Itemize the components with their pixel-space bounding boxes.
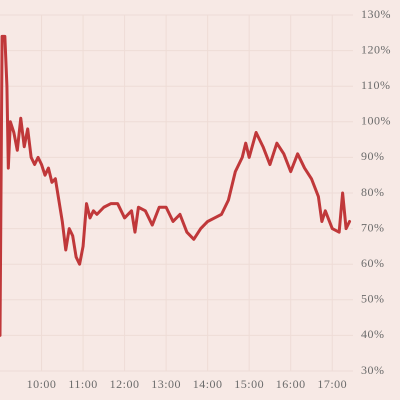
y-tick-label: 90% bbox=[361, 149, 385, 163]
x-tick-label: 17:00 bbox=[317, 377, 347, 391]
x-tick-label: 13:00 bbox=[151, 377, 181, 391]
y-tick-label: 60% bbox=[361, 256, 385, 270]
x-tick-label: 14:00 bbox=[193, 377, 223, 391]
data-line bbox=[0, 34, 352, 337]
y-tick-label: 30% bbox=[361, 363, 385, 377]
x-tick-label: 11:00 bbox=[68, 377, 97, 391]
x-tick-label: 15:00 bbox=[234, 377, 264, 391]
x-tick-label: 10:00 bbox=[27, 377, 57, 391]
x-tick-label: 16:00 bbox=[276, 377, 306, 391]
y-tick-label: 80% bbox=[361, 185, 385, 199]
x-tick-label: 12:00 bbox=[110, 377, 140, 391]
y-tick-label: 40% bbox=[361, 327, 385, 341]
y-tick-label: 50% bbox=[361, 292, 385, 306]
y-tick-label: 120% bbox=[361, 42, 391, 56]
y-tick-label: 130% bbox=[361, 7, 391, 21]
y-tick-label: 110% bbox=[361, 78, 391, 92]
y-tick-label: 100% bbox=[361, 114, 391, 128]
y-tick-label: 70% bbox=[361, 220, 385, 234]
